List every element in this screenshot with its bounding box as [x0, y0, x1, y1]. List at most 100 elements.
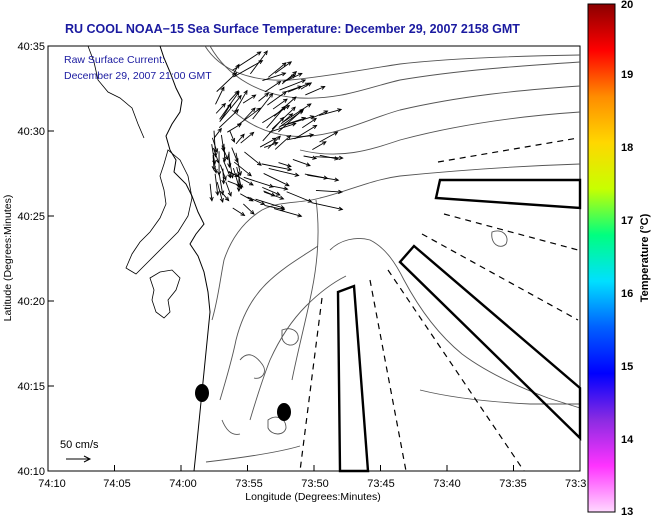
current-vector-head — [321, 141, 327, 146]
current-vector-head — [243, 89, 248, 95]
current-vector — [232, 167, 240, 188]
current-vector-head — [220, 86, 225, 92]
current-vector-head — [235, 91, 240, 96]
current-note-line2: December 29, 2007 21:00 GMT — [64, 70, 212, 82]
current-vector — [302, 118, 317, 129]
current-vector — [311, 110, 328, 119]
current-vector — [264, 142, 278, 148]
current-vector — [263, 190, 275, 197]
current-vector — [283, 103, 312, 123]
current-vector — [231, 147, 239, 163]
current-vector-head — [260, 201, 266, 205]
current-vector-head — [282, 91, 288, 96]
current-vector — [274, 135, 291, 150]
current-vector-head — [263, 50, 268, 56]
y-tick-label: 40:15 — [17, 381, 45, 393]
current-vector-head — [247, 171, 252, 177]
current-vector-head — [284, 182, 290, 187]
x-tick-label: 74:10 — [38, 478, 66, 490]
current-vector — [216, 182, 224, 203]
current-vector-head — [248, 181, 254, 186]
station-marker-north — [195, 384, 209, 402]
current-vector-head — [275, 191, 281, 196]
bay-contour — [125, 149, 193, 275]
current-vector — [281, 71, 297, 85]
current-vector-head — [217, 127, 222, 133]
current-vector-head — [209, 196, 214, 202]
current-vector — [227, 180, 243, 188]
surface-current-vectors — [209, 50, 344, 218]
current-vector — [235, 134, 245, 145]
colorbar-tick-label: 15 — [621, 361, 633, 373]
current-vector-head — [256, 161, 262, 166]
current-vector — [220, 134, 225, 152]
current-vector — [273, 208, 302, 217]
current-vector-head — [291, 106, 296, 112]
current-vector — [268, 62, 287, 78]
current-vector — [235, 152, 242, 176]
current-vector-head — [224, 155, 229, 161]
current-vector — [218, 109, 239, 129]
current-vector-head — [333, 131, 339, 136]
scale-label: 50 cm/s — [60, 439, 99, 451]
current-vector — [303, 155, 317, 159]
current-vector — [319, 131, 338, 143]
current-vector-head — [235, 63, 240, 69]
current-vector-head — [276, 135, 281, 141]
colorbar-tick-label: 20 — [621, 0, 633, 11]
current-vector-head — [297, 72, 303, 77]
current-vector-head — [309, 133, 315, 138]
current-vector-head — [237, 94, 242, 100]
current-vector — [318, 108, 342, 116]
colorbar-ticks: 20 19 18 17 16 15 14 13 — [621, 0, 634, 518]
current-vector — [278, 162, 292, 167]
current-vector — [294, 125, 317, 140]
map-frame — [47, 45, 581, 472]
current-vector — [222, 160, 231, 178]
current-vector-head — [323, 110, 329, 115]
colorbar-tick-label: 19 — [621, 69, 633, 81]
current-vector — [232, 207, 245, 216]
current-vector — [244, 107, 256, 120]
current-vector — [233, 161, 252, 177]
current-vector-head — [312, 155, 318, 160]
y-tick-label: 40:35 — [17, 41, 45, 53]
current-vector-head — [273, 141, 279, 146]
map-area: 50 cm/s Raw Surface Current: December 29… — [60, 45, 582, 473]
current-vector — [215, 103, 226, 114]
current-vector-head — [213, 168, 218, 174]
current-vector — [228, 170, 254, 186]
current-vector-head — [301, 79, 307, 84]
current-vector — [232, 51, 262, 71]
y-axis: 40:35 40:30 40:25 40:20 40:15 40:10 Lati… — [2, 41, 54, 478]
current-vector — [264, 81, 281, 93]
current-vector-head — [292, 70, 298, 76]
current-vector-head — [312, 117, 318, 123]
current-vector-head — [280, 205, 286, 210]
y-tick-label: 40:25 — [17, 211, 45, 223]
current-vector — [267, 91, 287, 106]
current-vector — [271, 106, 296, 130]
current-vector-head — [222, 175, 227, 181]
x-tick-label: 73:45 — [367, 478, 395, 490]
current-vector — [286, 86, 302, 93]
colorbar — [587, 3, 616, 513]
current-vector-head — [272, 137, 277, 142]
current-vector — [262, 186, 281, 196]
current-vector — [315, 190, 342, 193]
y-tick-label: 40:10 — [17, 466, 45, 478]
current-vector — [229, 130, 235, 143]
current-vector — [261, 163, 292, 171]
coastline — [159, 45, 211, 472]
current-vector — [219, 91, 240, 120]
current-vector-head — [256, 51, 262, 56]
current-vector — [240, 132, 254, 144]
current-vector-head — [287, 167, 293, 172]
current-vector-head — [221, 147, 226, 153]
colorbar-tick-label: 17 — [621, 215, 633, 227]
current-vector — [243, 203, 255, 215]
current-vector-head — [269, 183, 275, 188]
current-vector-head — [220, 190, 225, 196]
current-vector — [219, 95, 242, 122]
current-vector-head — [320, 85, 326, 90]
